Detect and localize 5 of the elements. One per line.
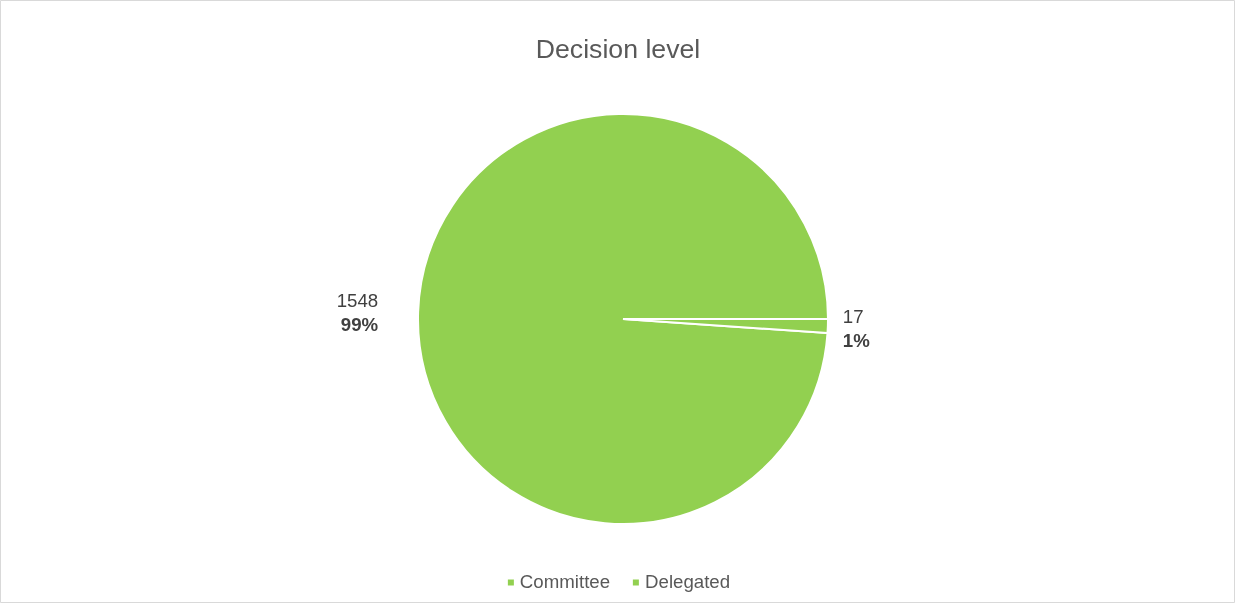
legend-label: Delegated	[645, 571, 731, 593]
data-label: 1548 99%	[336, 290, 379, 336]
chart-title: Decision level	[535, 33, 701, 64]
data-label: 17 1%	[842, 306, 871, 352]
legend-label: Committee	[519, 571, 611, 593]
